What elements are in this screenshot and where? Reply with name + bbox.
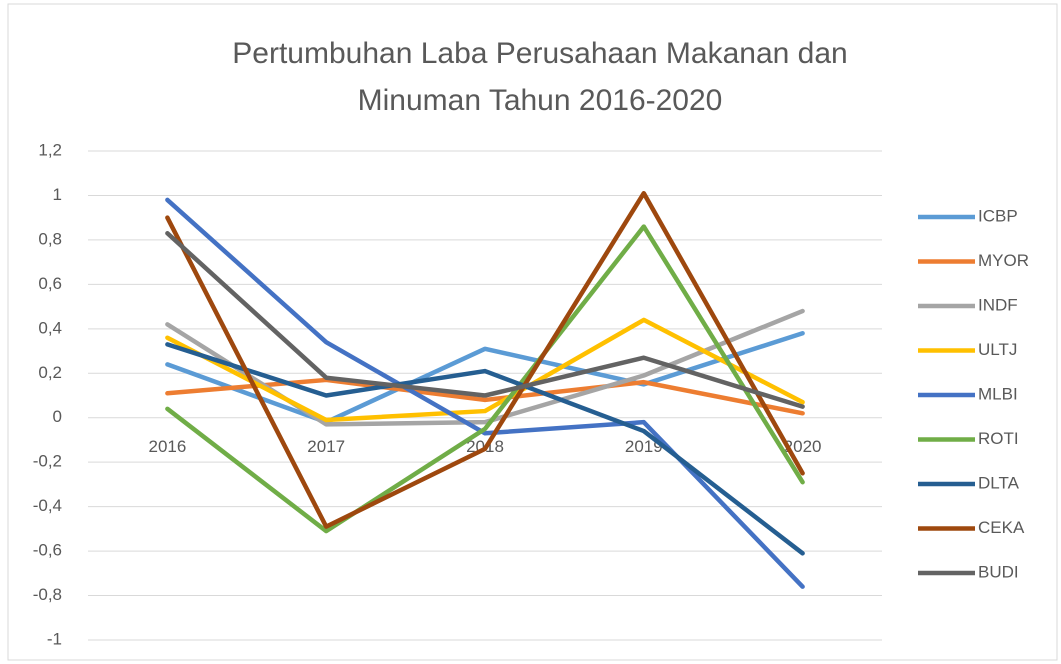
legend-label: ROTI — [978, 429, 1019, 448]
y-tick-label: -1 — [47, 629, 62, 648]
y-tick-label: 0,6 — [38, 274, 62, 293]
legend-label: ULTJ — [978, 340, 1017, 359]
y-tick-label: 0,8 — [38, 229, 62, 248]
series-line — [165, 190, 805, 529]
y-tick-label: -0,2 — [33, 452, 62, 471]
y-tick-label: 1,2 — [38, 140, 62, 159]
x-tick-label: 2016 — [148, 437, 186, 456]
series-line — [165, 331, 805, 425]
series-line — [165, 197, 805, 589]
series-line — [165, 377, 805, 416]
y-tick-label: 0 — [53, 407, 62, 426]
legend-label: MYOR — [978, 251, 1029, 270]
series-line — [165, 317, 805, 423]
chart-title: Pertumbuhan Laba Perusahaan Makanan dan … — [232, 37, 848, 117]
y-tick-label: 0,2 — [38, 363, 62, 382]
y-tick-label: 0,4 — [38, 318, 62, 337]
y-tick-label: -0,4 — [33, 496, 62, 515]
legend-label: BUDI — [978, 562, 1019, 581]
chart-border — [7, 3, 1058, 661]
legend-label: ICBP — [978, 206, 1018, 225]
y-tick-label: 1 — [53, 185, 62, 204]
x-tick-label: 2020 — [784, 437, 822, 456]
legend-label: INDF — [978, 295, 1018, 314]
series-line — [165, 224, 805, 534]
series-line — [165, 342, 805, 556]
x-tick-label: 2017 — [307, 437, 345, 456]
y-tick-label: -0,8 — [33, 585, 62, 604]
series-line — [165, 230, 805, 409]
y-tick-label: -0,6 — [33, 541, 62, 560]
legend-label: MLBI — [978, 384, 1018, 403]
x-tick-label: 2019 — [625, 437, 663, 456]
legend-label: DLTA — [978, 473, 1020, 492]
legend-label: CEKA — [978, 518, 1025, 537]
